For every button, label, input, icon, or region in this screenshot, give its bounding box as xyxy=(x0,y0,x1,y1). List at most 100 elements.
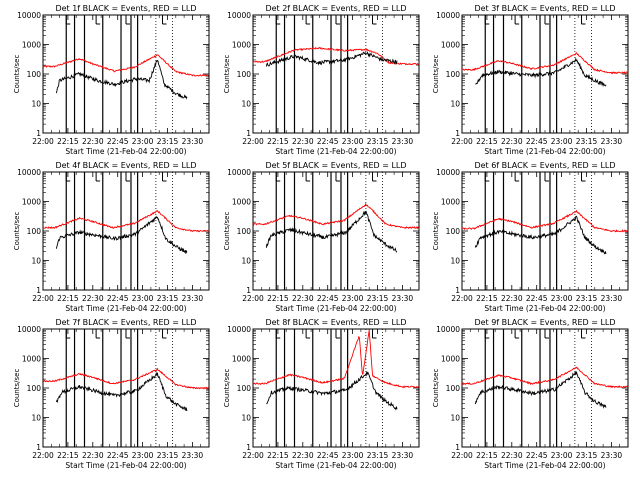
x-tick-label: 22:15 xyxy=(57,137,79,146)
y-tick-label: 100 xyxy=(27,70,42,79)
x-tick-label: 22:30 xyxy=(501,451,523,460)
y-tick-label: 1 xyxy=(36,129,41,138)
series-events xyxy=(55,215,188,254)
plot-frame xyxy=(42,328,210,448)
x-tick-label: 22:30 xyxy=(82,451,104,460)
x-tick-label: 22:45 xyxy=(526,137,548,146)
x-tick-label: 23:30 xyxy=(392,137,414,146)
x-tick-label: 22:45 xyxy=(317,451,339,460)
x-axis-title: Start Time (21-Feb-04 22:00:00) xyxy=(275,304,396,313)
panel-title: Det 8f BLACK = Events, RED = LLD xyxy=(265,318,406,327)
panel-det-2f: Det 2f BLACK = Events, RED = LLD 1 10 100 10… xyxy=(223,4,420,156)
x-tick-label: 23:30 xyxy=(182,294,204,303)
plot-frame xyxy=(252,14,420,134)
panel-det-7f: Det 7f BLACK = Events, RED = LLD 1 10 100 10… xyxy=(13,318,210,470)
y-tick-label: 1000 xyxy=(441,355,460,364)
y-tick-label: 100 xyxy=(237,70,252,79)
x-tick-label: 22:00 xyxy=(451,137,473,146)
x-tick-label: 23:15 xyxy=(576,294,598,303)
y-axis-title: Counts/sec xyxy=(432,212,440,251)
panel-det-4f: Det 4f BLACK = Events, RED = LLD 1 10 100 10… xyxy=(13,161,210,313)
series-lld xyxy=(461,209,628,233)
x-axis-title: Start Time (21-Feb-04 22:00:00) xyxy=(275,461,396,470)
x-tick-label: 22:00 xyxy=(32,451,54,460)
y-tick-label: 1000 xyxy=(232,41,251,50)
x-tick-label: 22:30 xyxy=(292,294,314,303)
panel-title: Det 2f BLACK = Events, RED = LLD xyxy=(265,4,406,13)
series-lld xyxy=(42,367,209,390)
x-tick-label: 23:00 xyxy=(342,294,364,303)
y-tick-label: 10 xyxy=(241,257,251,266)
series-lld xyxy=(252,46,419,66)
y-tick-label: 1000 xyxy=(441,198,460,207)
series-lld xyxy=(43,210,209,233)
x-tick-label: 23:30 xyxy=(392,451,414,460)
y-tick-label: 10 xyxy=(241,100,251,109)
x-tick-label: 22:45 xyxy=(107,137,129,146)
y-tick-label: 10000 xyxy=(17,168,41,177)
panel-det-1f: Det 1f BLACK = Events, RED = LLD 1 10 100 10… xyxy=(13,4,210,156)
x-tick-label: 22:30 xyxy=(501,137,523,146)
panel-det-3f: Det 3f BLACK = Events, RED = LLD 1 10 100 10… xyxy=(432,4,629,156)
y-axis-title: Counts/sec xyxy=(223,212,231,251)
series-lld xyxy=(252,330,419,389)
series-events xyxy=(475,57,607,88)
x-tick-label: 22:15 xyxy=(476,137,498,146)
x-tick-label: 22:45 xyxy=(317,137,339,146)
panel-title: Det 7f BLACK = Events, RED = LLD xyxy=(55,318,196,327)
plot-frame xyxy=(42,171,210,291)
y-tick-label: 10000 xyxy=(227,168,251,177)
x-tick-label: 23:00 xyxy=(132,294,154,303)
y-axis-title: Counts/sec xyxy=(432,369,440,408)
x-tick-label: 23:00 xyxy=(551,451,573,460)
x-tick-label: 23:00 xyxy=(132,451,154,460)
x-tick-label: 23:30 xyxy=(182,137,204,146)
y-tick-label: 100 xyxy=(27,384,42,393)
y-tick-label: 10000 xyxy=(436,11,460,20)
x-tick-label: 22:00 xyxy=(32,137,54,146)
y-tick-label: 10000 xyxy=(17,325,41,334)
series-events xyxy=(265,51,398,67)
y-tick-label: 1 xyxy=(36,286,41,295)
y-tick-label: 10 xyxy=(241,414,251,423)
series-lld xyxy=(461,366,628,389)
x-tick-label: 23:30 xyxy=(601,451,623,460)
panel-det-9f: Det 9f BLACK = Events, RED = LLD 1 10 100 10… xyxy=(432,318,629,470)
x-tick-label: 23:15 xyxy=(367,451,389,460)
x-axis-title: Start Time (21-Feb-04 22:00:00) xyxy=(484,304,605,313)
panel-det-8f: Det 8f BLACK = Events, RED = LLD 1 10 100 10… xyxy=(223,318,420,470)
y-tick-label: 1000 xyxy=(22,198,41,207)
series-lld xyxy=(461,52,628,75)
y-tick-label: 1 xyxy=(455,129,460,138)
y-tick-label: 10 xyxy=(450,100,460,109)
x-axis-title: Start Time (21-Feb-04 22:00:00) xyxy=(65,461,186,470)
series-events xyxy=(55,371,188,412)
x-tick-label: 22:15 xyxy=(476,294,498,303)
x-tick-label: 22:30 xyxy=(82,294,104,303)
x-axis-title: Start Time (21-Feb-04 22:00:00) xyxy=(65,304,186,313)
y-tick-label: 10 xyxy=(31,100,41,109)
series-events xyxy=(474,215,607,255)
x-tick-label: 22:15 xyxy=(476,451,498,460)
plot-frame xyxy=(461,328,629,448)
x-tick-label: 23:15 xyxy=(367,137,389,146)
x-tick-label: 22:00 xyxy=(451,451,473,460)
y-tick-label: 10 xyxy=(31,257,41,266)
x-tick-label: 22:30 xyxy=(292,451,314,460)
y-tick-label: 1000 xyxy=(232,198,251,207)
x-axis-title: Start Time (21-Feb-04 22:00:00) xyxy=(275,147,396,156)
y-tick-label: 100 xyxy=(27,227,42,236)
x-tick-label: 22:45 xyxy=(107,294,129,303)
y-tick-label: 1000 xyxy=(22,355,41,364)
x-axis-title: Start Time (21-Feb-04 22:00:00) xyxy=(484,461,605,470)
y-axis-title: Counts/sec xyxy=(432,55,440,94)
panel-title: Det 4f BLACK = Events, RED = LLD xyxy=(55,161,196,170)
x-tick-label: 23:15 xyxy=(367,294,389,303)
x-tick-label: 23:30 xyxy=(392,294,414,303)
x-tick-label: 22:00 xyxy=(32,294,54,303)
x-tick-label: 23:00 xyxy=(342,137,364,146)
x-tick-label: 22:15 xyxy=(267,451,289,460)
y-tick-label: 10 xyxy=(450,414,460,423)
x-tick-label: 23:00 xyxy=(132,137,154,146)
